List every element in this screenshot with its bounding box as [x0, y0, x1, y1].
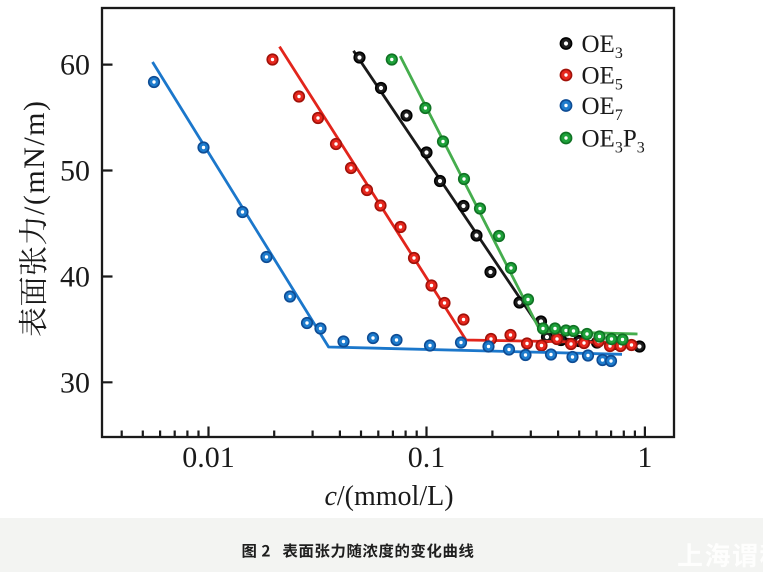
svg-text:OE5: OE5	[582, 63, 623, 94]
svg-text:1: 1	[637, 441, 652, 474]
svg-text:50: 50	[60, 155, 90, 188]
svg-text:40: 40	[60, 261, 90, 294]
svg-text:30: 30	[60, 366, 90, 399]
svg-text:OE3: OE3	[582, 31, 623, 62]
svg-text:c/(mmol/L): c/(mmol/L)	[324, 481, 453, 512]
svg-text:OE3P3: OE3P3	[582, 126, 645, 157]
svg-text:0.1: 0.1	[408, 441, 446, 474]
svg-text:60: 60	[60, 49, 90, 82]
svg-text:0.01: 0.01	[182, 441, 235, 474]
svg-text:OE7: OE7	[582, 93, 623, 124]
svg-text:/(mN/m): /(mN/m)	[18, 100, 51, 216]
